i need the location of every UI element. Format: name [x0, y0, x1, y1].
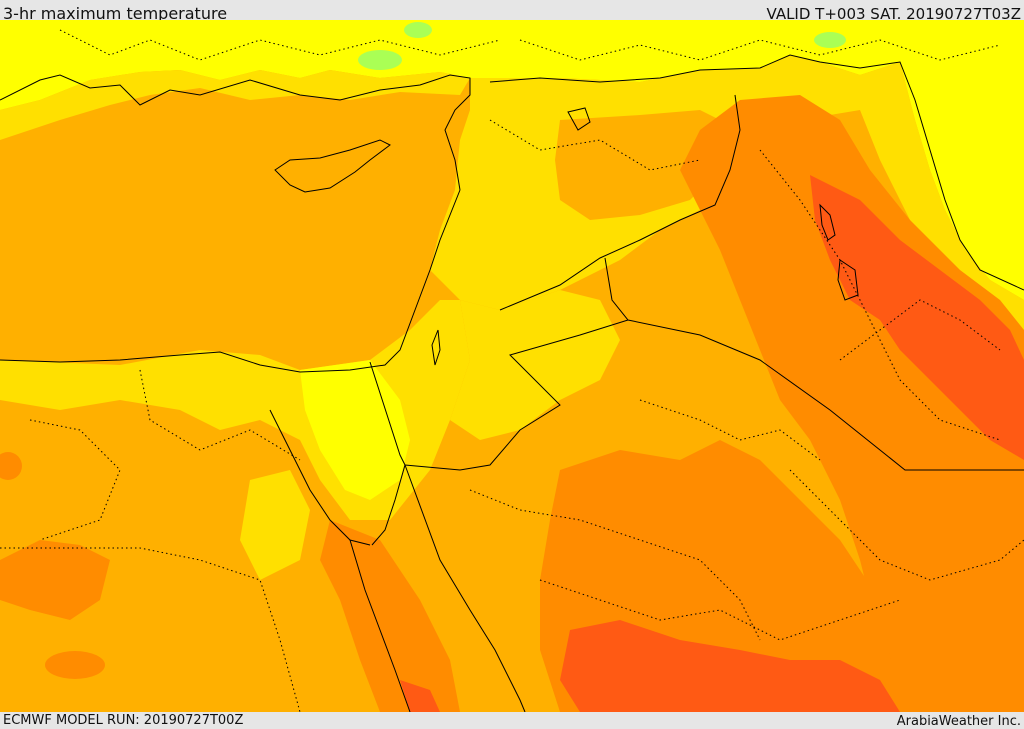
dotted-line-3	[489, 119, 701, 171]
red-sea-east	[404, 464, 526, 712]
temperature-zone-turkey-gold	[0, 70, 470, 140]
borders	[0, 54, 1024, 712]
dotted-line-10	[789, 469, 1024, 581]
turkey-coast	[0, 74, 471, 191]
dotted-line-8	[469, 489, 761, 641]
temperature-zone-turkey	[0, 20, 1024, 110]
model-run-label: ECMWF MODEL RUN: 20190727T00Z	[3, 713, 244, 728]
temperature-zone-zagros	[900, 60, 1024, 300]
gulf-of-suez	[269, 409, 371, 546]
temperature-zone-green-1	[358, 50, 402, 70]
credit-label: ArabiaWeather Inc.	[896, 714, 1021, 729]
red-sea-west	[349, 539, 411, 712]
temperature-zone-iraq	[680, 95, 1024, 712]
syria-iraq-border	[499, 94, 741, 311]
dotted-line-11	[839, 299, 1001, 361]
map-title: 3-hr maximum temperature	[3, 4, 228, 23]
province-boundaries	[0, 29, 1024, 712]
footer-bar	[0, 712, 1024, 729]
gulf-of-aqaba	[371, 464, 406, 546]
temperature-zone-egypt-south	[0, 540, 110, 620]
dotted-line-9	[539, 579, 901, 641]
levant-coast	[0, 189, 461, 373]
sinai-border	[369, 361, 406, 466]
lake-1	[819, 203, 836, 241]
dead-sea	[431, 329, 441, 366]
cyprus	[274, 139, 391, 193]
lake-3	[567, 107, 591, 131]
temperature-zone-green-2	[404, 22, 432, 38]
temperature-zone-saudi-hot	[560, 620, 900, 712]
jordan-iraq-border	[604, 257, 1024, 471]
temperature-zone-zagros-gold	[860, 62, 1024, 330]
temperature-zone-redsea-hot	[400, 680, 440, 712]
temperature-zone-sinai-gold	[240, 470, 310, 580]
temperature-zone-redsea	[320, 520, 460, 712]
temperature-zone-egypt-spot	[45, 651, 105, 679]
temperature-zone-west-spot	[0, 452, 22, 480]
lake-2	[837, 259, 859, 301]
header-bar	[0, 0, 1024, 20]
dotted-line-5	[139, 369, 301, 461]
temperature-zone-iraq-hot	[810, 175, 1024, 460]
dotted-line-4	[759, 149, 1001, 441]
temperature-zone-green-3	[814, 32, 846, 48]
valid-time-label: VALID T+003 SAT. 20190727T03Z	[766, 5, 1021, 23]
temperature-zone-jordan	[450, 290, 620, 440]
jordan-saudi-border	[404, 319, 629, 471]
temperature-map	[0, 20, 1024, 712]
syria-turkey-border	[489, 54, 1024, 291]
temperature-zone-jordan-light	[300, 360, 410, 500]
